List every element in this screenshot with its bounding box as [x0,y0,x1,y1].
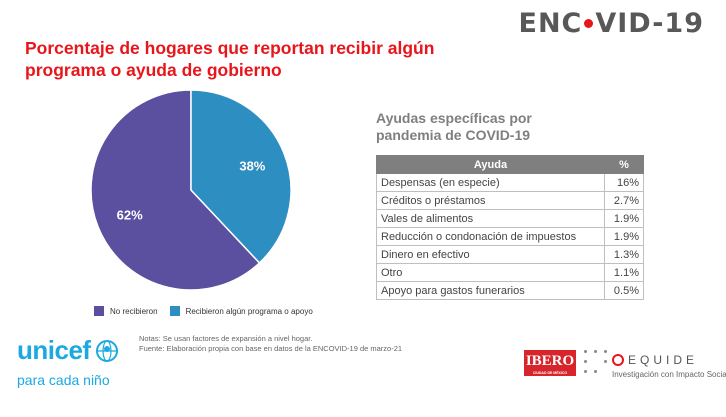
pie-data-label: 62% [117,207,143,222]
encovid-logo: ENC VID-19 [519,8,705,39]
table-header-row: Ayuda % [376,155,644,174]
aid-name-cell: Despensas (en especie) [376,173,605,192]
pie-data-label: 38% [239,159,265,174]
page-title: Porcentaje de hogares que reportan recib… [25,38,435,80]
column-header-pct: % [604,155,644,174]
chart-legend: No recibieron Recibieron algún programa … [94,306,325,316]
table-row: Apoyo para gastos funerarios 0.5% [376,281,644,300]
aid-pct-cell: 1.9% [604,227,644,246]
legend-label: Recibieron algún programa o apoyo [185,306,313,316]
aid-name-cell: Apoyo para gastos funerarios [376,281,605,300]
aid-subtitle: Ayudas específicas por pandemia de COVID… [376,110,532,143]
unicef-wordmark: unicef [17,335,91,365]
aid-pct-cell: 16% [604,173,644,192]
aid-pct-cell: 1.3% [604,245,644,264]
source-line: Fuente: Elaboración propia con base en d… [139,344,403,353]
notes: Notas: Se usan factores de expansión a n… [139,334,402,354]
dots-icon [584,350,614,374]
aid-pct-cell: 2.7% [604,191,644,210]
legend-swatch [94,306,104,316]
aid-table: Ayuda % Despensas (en especie) 16% Crédi… [376,155,644,300]
pie-slice-1 [190,90,292,264]
table-row: Despensas (en especie) 16% [376,173,644,192]
pie-slice-0 [90,90,261,290]
equide-logo: EQUIDE Investigación con Impacto Social [584,348,726,388]
legend-item-recibieron: Recibieron algún programa o apoyo [169,306,313,316]
logo-left-text: ENC [518,8,583,39]
globe-icon [95,339,118,362]
legend-item-no-recibieron: No recibieron [94,306,158,316]
legend-swatch [169,306,180,316]
aid-name-cell: Otro [376,263,605,282]
pie-chart: 62% 38% [90,90,292,290]
logo-right-text: VID-19 [595,8,704,39]
table-row: Otro 1.1% [376,263,644,282]
table-row: Dinero en efectivo 1.3% [376,245,644,264]
table-row: Reducción o condonación de impuestos 1.9… [376,227,644,246]
unicef-logo: unicef para cada niño [17,335,120,388]
aid-name-cell: Dinero en efectivo [376,245,605,264]
aid-name-cell: Vales de alimentos [376,209,605,228]
equide-wordmark: EQUIDE [628,353,699,367]
ring-icon [612,354,624,366]
notes-line-1: Notas: Se usan factores de expansión a n… [139,334,313,343]
ibero-logo: IBERO CIUDAD DE MÉXICO [524,350,576,376]
ibero-subtitle: CIUDAD DE MÉXICO [532,371,568,375]
equide-tagline: Investigación con Impacto Social [612,370,726,379]
aid-pct-cell: 1.9% [604,209,644,228]
aid-name-cell: Créditos o préstamos [376,191,605,210]
table-row: Créditos o préstamos 2.7% [376,191,644,210]
column-header-ayuda: Ayuda [376,155,605,174]
logo-dot-icon [584,19,594,28]
aid-pct-cell: 1.1% [604,263,644,282]
aid-pct-cell: 0.5% [604,281,644,300]
aid-name-cell: Reducción o condonación de impuestos [376,227,605,246]
table-row: Vales de alimentos 1.9% [376,209,644,228]
legend-label: No recibieron [110,306,158,316]
unicef-tagline: para cada niño [17,372,110,388]
ibero-wordmark: IBERO [525,353,575,369]
